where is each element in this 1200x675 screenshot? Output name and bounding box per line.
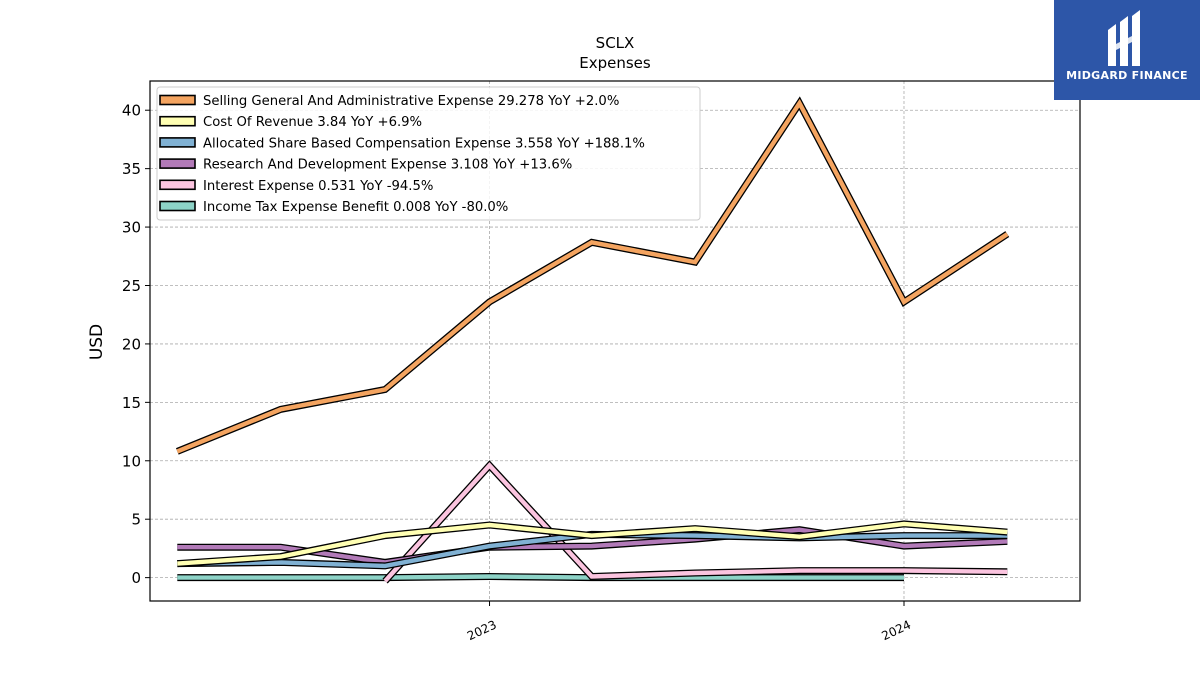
legend-box <box>156 86 701 221</box>
series-line <box>383 462 1008 583</box>
series-line <box>177 574 904 580</box>
y-tick-label: 35 <box>122 160 141 178</box>
x-axis-ticks: 2023 2024 <box>465 601 913 643</box>
legend-swatch <box>159 200 196 212</box>
legend-label: Allocated Share Based Compensation Expen… <box>203 136 645 151</box>
series-1 <box>175 96 1010 455</box>
legend-swatch <box>159 158 196 169</box>
series-5 <box>382 460 1008 584</box>
series-lines <box>175 96 1010 584</box>
brand-name: MIDGARD FINANCE <box>1066 69 1188 82</box>
y-tick-label: 5 <box>131 511 141 529</box>
legend-swatch <box>159 94 196 106</box>
legend-label: Income Tax Expense Benefit 0.008 YoY -80… <box>203 200 508 215</box>
series-6 <box>177 572 904 582</box>
legend-label: Research And Development Expense 3.108 Y… <box>203 158 572 173</box>
series-line <box>177 521 1008 566</box>
legend-swatch <box>159 179 196 191</box>
series-2 <box>177 520 1008 568</box>
y-tick-label: 25 <box>122 277 141 295</box>
chart-title: SCLX <box>596 34 635 52</box>
legend: Selling General And Administrative Expen… <box>156 86 701 221</box>
legend-label: Cost Of Revenue 3.84 YoY +6.9% <box>203 115 422 130</box>
plot-frame <box>149 80 1081 602</box>
chart-subtitle: Expenses <box>579 54 651 72</box>
series-line <box>176 98 1009 454</box>
y-tick-label: 30 <box>122 219 141 237</box>
legend-label: Interest Expense 0.531 YoY -94.5% <box>203 179 433 194</box>
y-axis-ticks: 0 5 10 15 20 25 30 35 40 <box>122 102 150 587</box>
x-tick-label: 2023 <box>465 618 499 644</box>
legend-swatch <box>159 137 196 148</box>
y-tick-label: 10 <box>122 452 141 470</box>
y-tick-label: 15 <box>122 394 141 412</box>
y-tick-label: 20 <box>122 335 141 353</box>
y-tick-label: 0 <box>131 569 141 587</box>
brand-logo: MIDGARD FINANCE <box>1054 0 1200 100</box>
x-tick-label: 2024 <box>880 618 914 644</box>
legend-swatch <box>159 115 196 127</box>
brand-logo-icon <box>1108 10 1140 66</box>
y-tick-label: 40 <box>122 102 141 120</box>
legend-label: Selling General And Administrative Expen… <box>203 94 619 109</box>
y-axis-label: USD <box>87 324 107 360</box>
